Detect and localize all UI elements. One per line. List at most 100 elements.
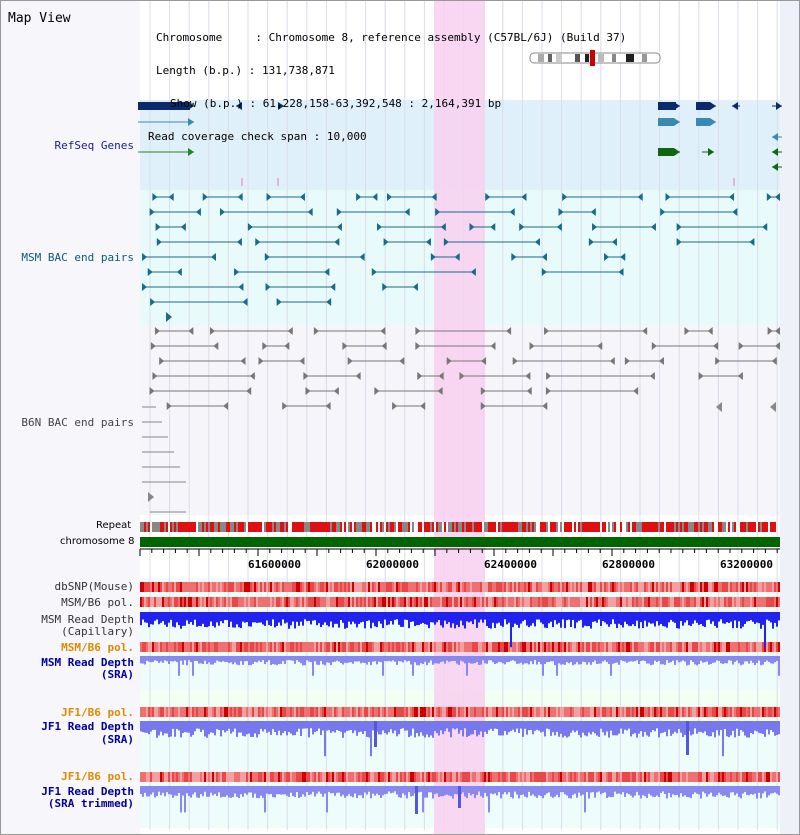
depth-bar: [256, 612, 258, 623]
depth-bar: [318, 786, 320, 792]
pol-heat-cell: [610, 597, 612, 607]
depth-bar: [778, 612, 780, 621]
pol-heat-cell: [538, 582, 540, 592]
depth-bar: [328, 656, 330, 663]
pol-heat-cell: [358, 642, 360, 652]
pol-heat-cell: [514, 597, 516, 607]
repeat-segment: [424, 522, 426, 532]
track-label-msm-bac[interactable]: MSM BAC end pairs: [21, 251, 134, 264]
depth-bar: [226, 786, 228, 796]
depth-bar: [366, 721, 368, 737]
depth-bar: [314, 786, 316, 797]
depth-bar: [568, 721, 570, 737]
depth-bar: [194, 656, 196, 661]
depth-bar: [336, 721, 338, 730]
depth-bar: [396, 721, 398, 737]
pol-heat-cell: [604, 707, 606, 717]
pol-heat-cell: [218, 582, 220, 592]
pol-heat-cell: [212, 582, 214, 592]
pol-heat-cell: [538, 642, 540, 652]
pol-heat-cell: [398, 597, 400, 607]
b6n-bac-end: [392, 402, 398, 410]
repeat-segment: [190, 522, 192, 532]
track-label-refseq[interactable]: RefSeq Genes: [54, 139, 134, 152]
depth-bar: [550, 786, 552, 797]
pol-heat-cell: [242, 642, 244, 652]
pol-heat-cell: [436, 582, 438, 592]
pol-heat-cell: [348, 642, 350, 652]
pol-heat-cell: [216, 597, 218, 607]
pol-heat-cell: [342, 582, 344, 592]
pol-heat-cell: [694, 707, 696, 717]
repeat-segment: [466, 522, 468, 532]
depth-bar: [618, 612, 620, 624]
pol-heat-cell: [444, 772, 446, 782]
depth-bar: [564, 721, 566, 736]
pol-heat-cell: [424, 597, 426, 607]
depth-bar: [468, 656, 470, 663]
pol-heat-cell: [530, 772, 532, 782]
repeat-segment: [212, 522, 214, 532]
pol-heat-cell: [488, 772, 490, 782]
pol-heat-cell: [156, 582, 158, 592]
depth-bar: [584, 612, 586, 626]
pol-heat-cell: [740, 642, 742, 652]
pol-heat-cell: [496, 772, 498, 782]
depth-bar: [438, 656, 440, 664]
pol-heat-cell: [416, 582, 418, 592]
pol-heat-cell: [404, 582, 406, 592]
depth-bar: [296, 612, 298, 622]
depth-bar: [216, 656, 218, 661]
depth-bar: [566, 786, 568, 796]
depth-bar: [474, 721, 476, 731]
b6n-bac-end: [698, 372, 704, 380]
pol-heat-cell: [306, 772, 308, 782]
pol-heat-cell: [192, 597, 194, 607]
depth-bar: [750, 721, 752, 734]
gene-arrow: [710, 118, 716, 126]
pol-heat-cell: [362, 642, 364, 652]
depth-bar: [302, 656, 304, 666]
pol-heat-cell: [736, 582, 738, 592]
depth-bar: [176, 656, 178, 663]
depth-bar: [262, 786, 264, 798]
track-label-b6n-bac[interactable]: B6N BAC end pairs: [21, 416, 134, 429]
pol-heat-cell: [298, 772, 300, 782]
b6n-bac-end: [374, 387, 380, 395]
pol-heat-cell: [494, 772, 496, 782]
depth-bar: [708, 721, 710, 737]
pol-heat-cell: [422, 582, 424, 592]
depth-bar: [690, 656, 692, 661]
msm-bac-end: [219, 208, 225, 216]
pol-heat-cell: [342, 772, 344, 782]
depth-bar: [650, 721, 652, 733]
repeat-segment: [676, 522, 678, 532]
repeat-segment: [294, 522, 296, 532]
repeat-segment: [346, 522, 348, 532]
pol-heat-cell: [768, 772, 770, 782]
pol-heat-cell: [200, 707, 202, 717]
pol-heat-cell: [386, 707, 388, 717]
depth-bar: [560, 612, 562, 628]
depth-bar: [498, 786, 500, 793]
pol-heat-cell: [602, 642, 604, 652]
depth-bar: [306, 721, 308, 729]
depth-bar: [454, 612, 456, 629]
repeat-segment: [600, 522, 602, 532]
pol-heat-cell: [350, 642, 352, 652]
pol-heat-cell: [764, 597, 766, 607]
pol-heat-cell: [762, 772, 764, 782]
pol-heat-cell: [532, 772, 534, 782]
repeat-segment: [540, 522, 542, 532]
pol-heat-cell: [190, 707, 192, 717]
pol-heat-cell: [272, 642, 274, 652]
depth-bar: [630, 721, 632, 737]
pol-heat-cell: [246, 597, 248, 607]
pol-heat-cell: [438, 642, 440, 652]
pol-heat-cell: [656, 642, 658, 652]
depth-bar: [158, 786, 160, 792]
pol-heat-cell: [318, 642, 320, 652]
pol-heat-cell: [696, 582, 698, 592]
pol-heat-cell: [538, 772, 540, 782]
